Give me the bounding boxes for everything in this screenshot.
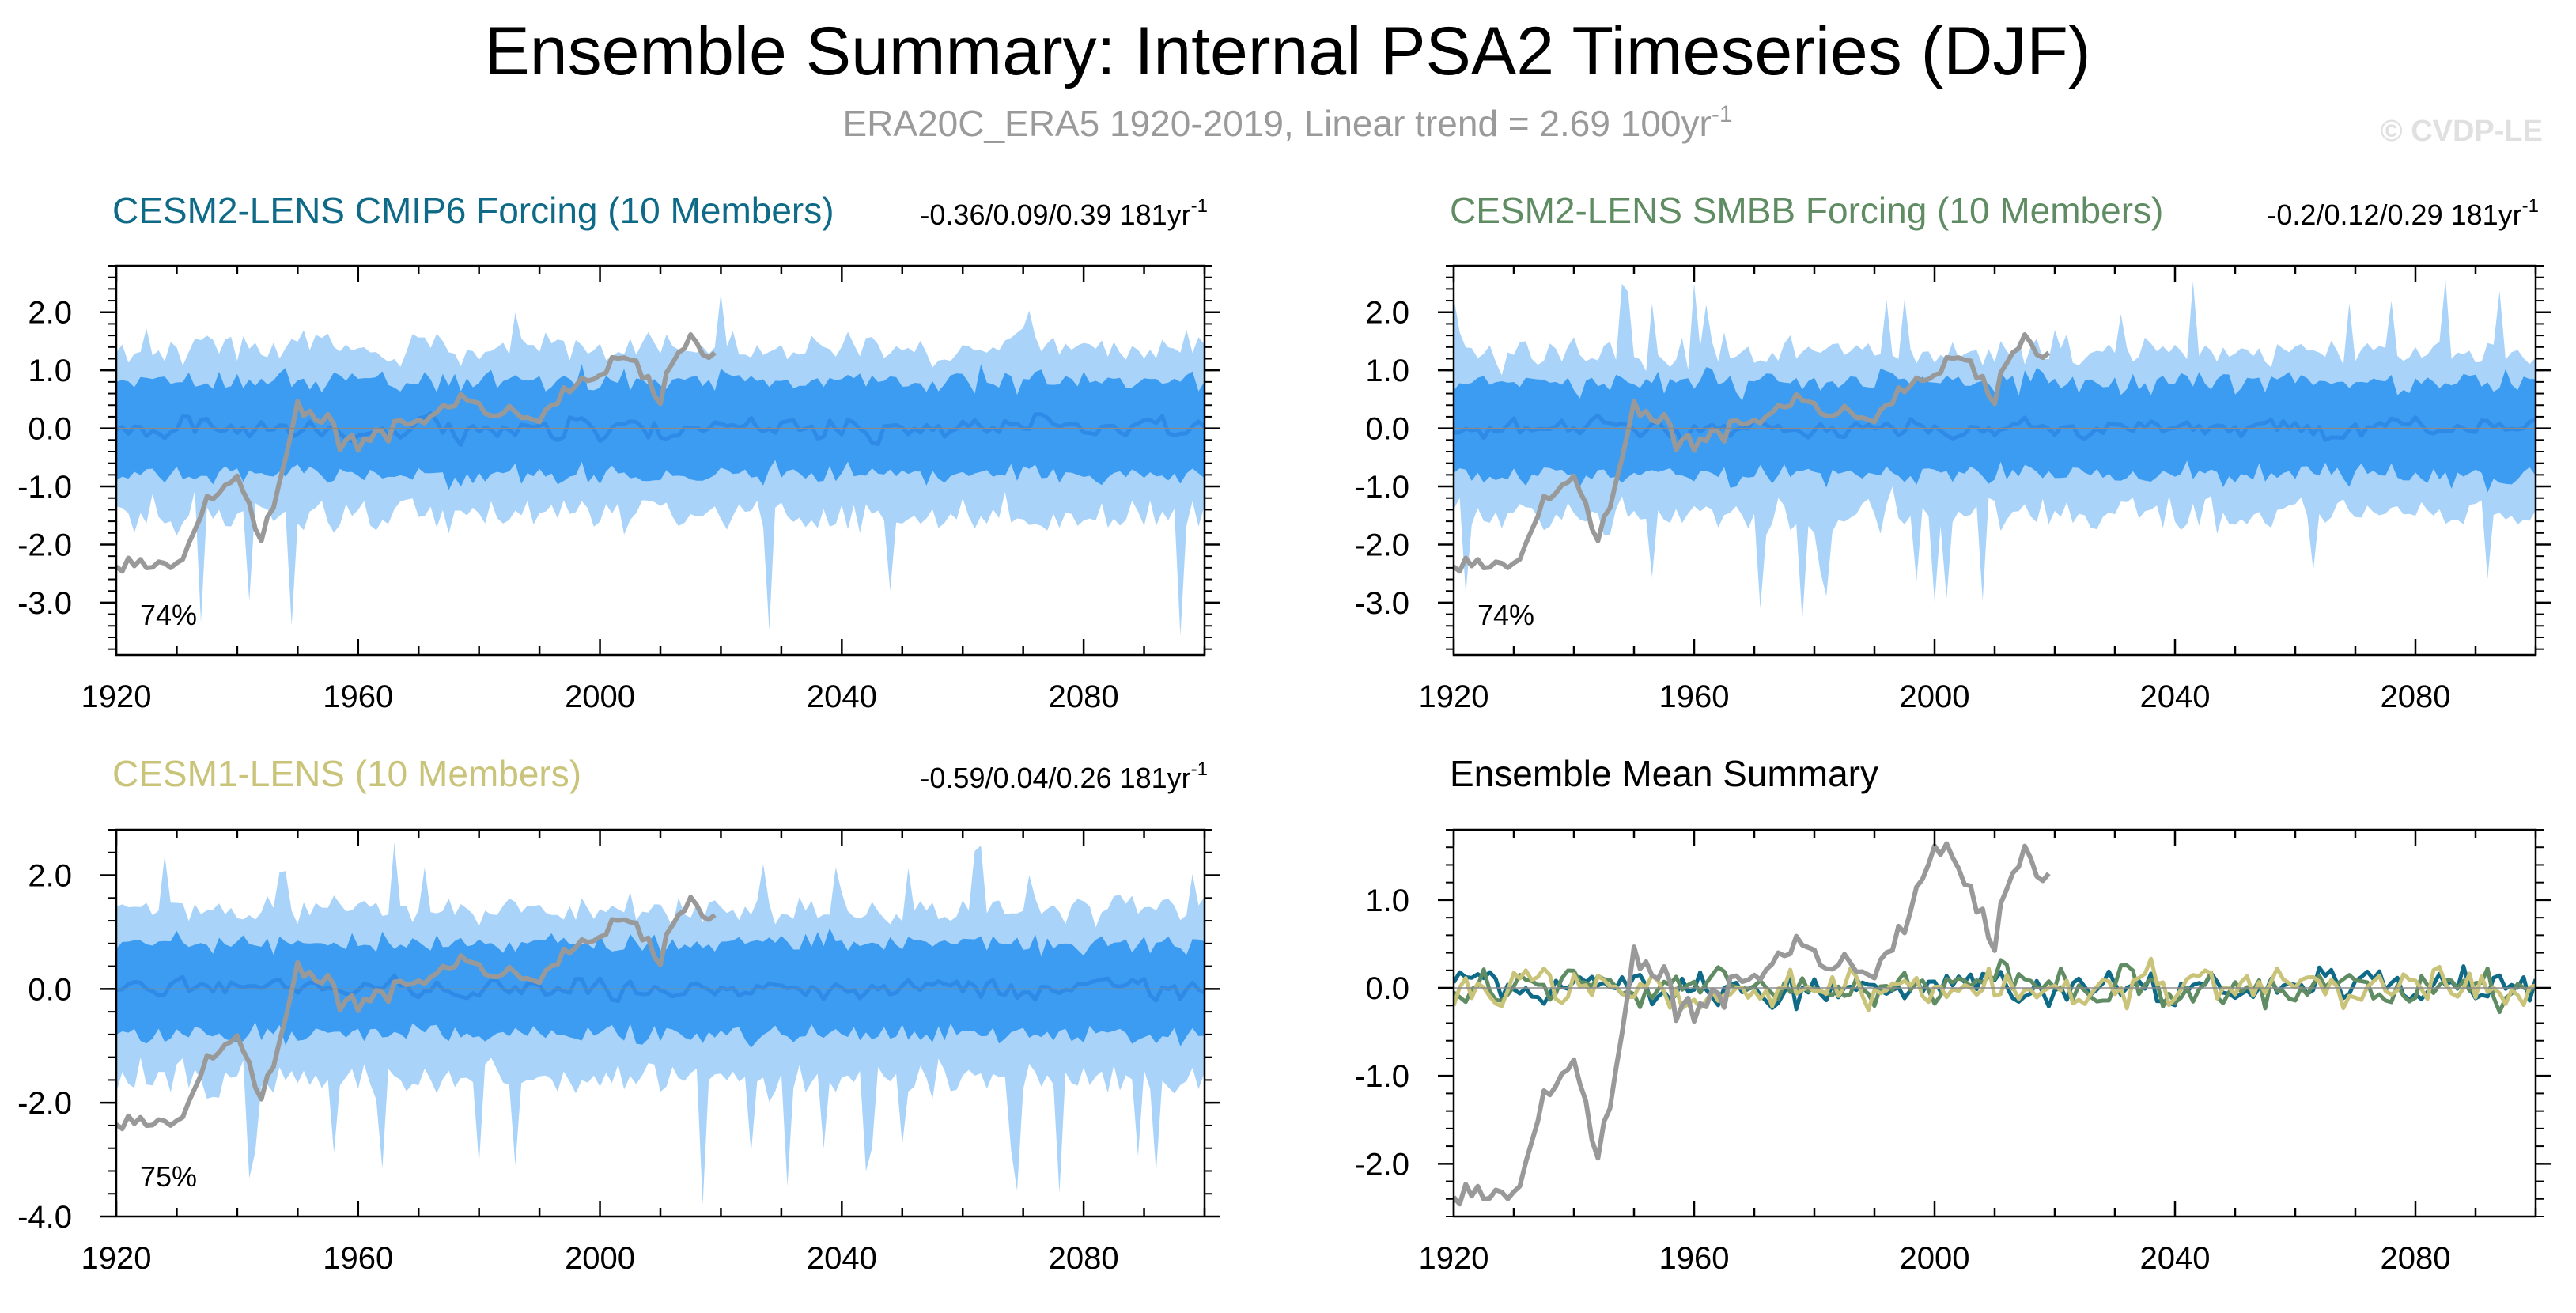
y-tick-label: 2.0 <box>28 859 72 894</box>
y-tick-label: 1.0 <box>1365 884 1409 918</box>
y-tick-label: -2.0 <box>1355 1147 1409 1182</box>
plot-area <box>116 293 1205 636</box>
x-tick-label: 2040 <box>807 679 877 714</box>
ensemble-mean-line <box>1454 413 2536 444</box>
x-tick-label: 2000 <box>1900 679 1970 714</box>
x-tick-label: 2000 <box>1900 1241 1970 1276</box>
x-tick-label: 2040 <box>807 1241 877 1276</box>
observed-line <box>116 895 717 1132</box>
y-tick-label: 2.0 <box>1365 296 1409 331</box>
y-tick-label: 0.0 <box>1365 412 1409 447</box>
ensemble-mean-series-line <box>1454 956 2536 1012</box>
panel-cesm2-cmip6: 1920 1960 2000 2040 2080 -3.0 -2.0 -1.0 0.0 1.0 2.… <box>17 190 1220 714</box>
y-tick-label: -3.0 <box>1355 586 1409 621</box>
percent-label: 75% <box>140 1160 197 1193</box>
x-tick-label: 2080 <box>1049 679 1119 714</box>
plot-frame <box>1452 828 2537 1218</box>
plot-area <box>116 842 1205 1205</box>
panel-title: CESM2-LENS SMBB Forcing (10 Members) <box>1450 190 2163 231</box>
plot-area <box>1454 279 2536 621</box>
ensemble-inner-band <box>116 364 1205 490</box>
percent-label: 74% <box>1477 599 1534 631</box>
y-tick-label: -4.0 <box>17 1200 72 1235</box>
y-tick-label: 1.0 <box>1365 354 1409 388</box>
y-tick-label: 0.0 <box>28 412 72 447</box>
panel-title: CESM1-LENS (10 Members) <box>112 753 581 794</box>
plot-area <box>1454 841 2536 1207</box>
panel-title: Ensemble Mean Summary <box>1450 753 1878 794</box>
y-tick-label: -2.0 <box>17 528 72 562</box>
x-tick-label: 2080 <box>1049 1241 1119 1276</box>
y-tick-label: -2.0 <box>1355 528 1409 562</box>
panel-cesm1: 1920 1960 2000 2040 2080 -4.0 -2.0 0.0 2.0 CESM1-… <box>17 753 1220 1276</box>
observed-line <box>1454 332 2051 574</box>
x-tick-label: 2040 <box>2140 1241 2211 1276</box>
panel-title: CESM2-LENS CMIP6 Forcing (10 Members) <box>112 190 834 231</box>
y-tick-label: 1.0 <box>28 354 72 388</box>
y-tick-label: 0.0 <box>28 972 72 1007</box>
x-tick-label: 1920 <box>1419 1241 1489 1276</box>
ensemble-mean-line <box>116 973 1205 1004</box>
y-tick-label: -1.0 <box>1355 470 1409 505</box>
panel-ensemble-mean-summary: 1920 1960 2000 2040 2080 -2.0 -1.0 0.0 1.0 Ensemb… <box>1355 753 2551 1276</box>
x-tick-label: 1960 <box>1659 1241 1730 1276</box>
x-tick-label: 2080 <box>2381 679 2451 714</box>
x-tick-label: 2000 <box>565 1241 635 1276</box>
y-tick-label: 2.0 <box>28 296 72 331</box>
percent-label: 74% <box>140 599 197 631</box>
x-tick-label: 1960 <box>1659 679 1730 714</box>
y-tick-label: -3.0 <box>17 586 72 621</box>
watermark: © CVDP-LE <box>2381 115 2543 148</box>
x-tick-label: 1920 <box>81 1241 152 1276</box>
x-tick-label: 2080 <box>2381 1241 2451 1276</box>
ensemble-inner-band <box>1454 367 2536 493</box>
figure-title: Ensemble Summary: Internal PSA2 Timeseri… <box>484 13 2090 89</box>
x-tick-label: 1920 <box>81 679 152 714</box>
trend-label: -0.2/0.12/0.29 181yr-1 <box>2267 195 2539 231</box>
y-tick-label: -2.0 <box>17 1086 72 1121</box>
trend-label: -0.36/0.09/0.39 181yr-1 <box>920 195 1208 231</box>
y-tick-label: -1.0 <box>1355 1059 1409 1094</box>
trend-label: -0.59/0.04/0.26 181yr-1 <box>920 759 1208 794</box>
x-tick-label: 1960 <box>323 1241 393 1276</box>
x-tick-label: 2040 <box>2140 679 2211 714</box>
observed-line <box>1454 841 2051 1207</box>
observed-line <box>116 332 717 574</box>
x-tick-label: 1920 <box>1419 679 1489 714</box>
figure-subtitle: ERA20C_ERA5 1920-2019, Linear trend = 2.… <box>842 101 1732 144</box>
y-tick-label: 0.0 <box>1365 971 1409 1006</box>
x-tick-label: 2000 <box>565 679 635 714</box>
panel-cesm2-smbb: 1920 1960 2000 2040 2080 -3.0 -2.0 -1.0 0.0 1.0 2.… <box>1355 190 2551 714</box>
x-tick-label: 1960 <box>323 679 393 714</box>
y-tick-label: -1.0 <box>17 470 72 505</box>
